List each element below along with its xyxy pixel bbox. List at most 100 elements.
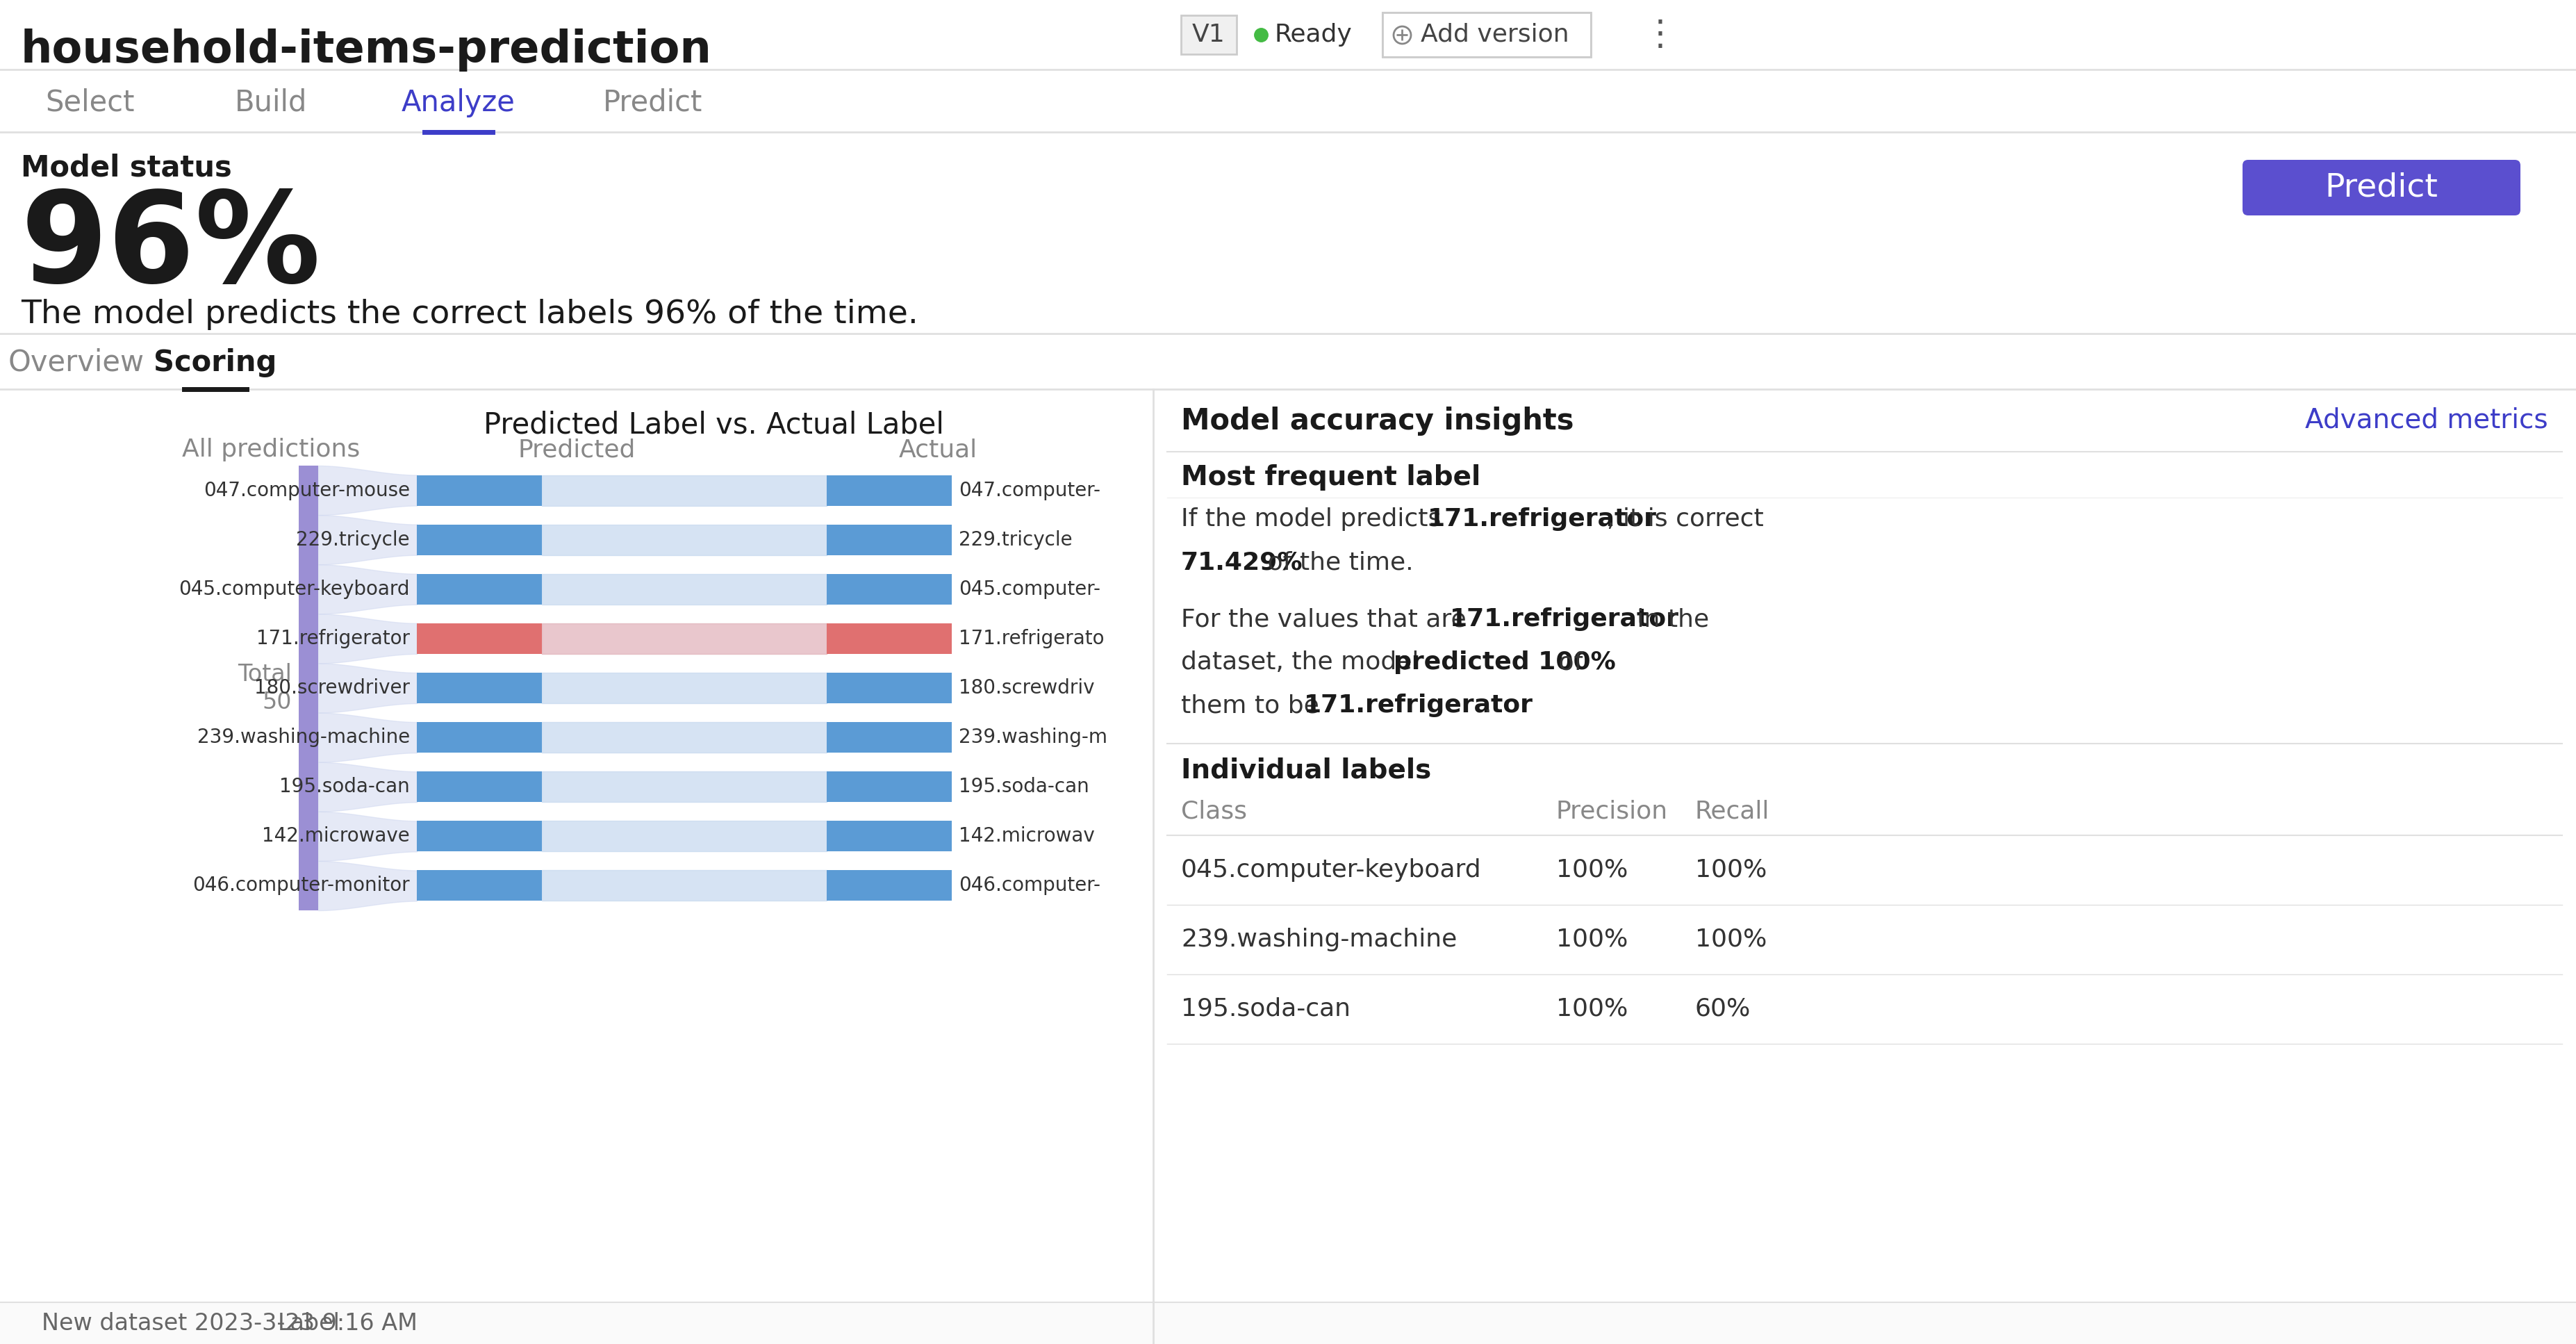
Bar <box>827 672 951 703</box>
Text: Most frequent label: Most frequent label <box>1180 464 1481 491</box>
Text: 239.washing-machine: 239.washing-machine <box>1180 927 1458 952</box>
Bar <box>417 672 541 703</box>
Text: 047.computer-mouse: 047.computer-mouse <box>204 481 410 500</box>
Bar <box>1383 12 1592 56</box>
Text: 50: 50 <box>263 691 291 714</box>
Bar <box>417 624 541 655</box>
Text: 239.washing-m: 239.washing-m <box>958 727 1108 747</box>
Text: If the model predicts: If the model predicts <box>1180 507 1450 531</box>
Text: 195.soda-can: 195.soda-can <box>278 777 410 797</box>
Text: Actual: Actual <box>899 438 976 461</box>
Text: 180.screwdriver: 180.screwdriver <box>255 679 410 698</box>
Bar <box>827 474 951 505</box>
Bar <box>299 465 319 910</box>
Text: 045.computer-keyboard: 045.computer-keyboard <box>1180 859 1481 882</box>
Text: V1: V1 <box>1193 23 1226 47</box>
Text: 195.soda-can: 195.soda-can <box>958 777 1090 797</box>
Text: 046.computer-: 046.computer- <box>958 876 1100 895</box>
Text: 171.refrigerator: 171.refrigerator <box>1303 694 1533 718</box>
Bar <box>417 821 541 852</box>
Text: 100%: 100% <box>1695 859 1767 882</box>
Text: 100%: 100% <box>1556 859 1628 882</box>
Bar <box>827 624 951 655</box>
Text: of: of <box>1551 650 1582 675</box>
Bar <box>0 0 2576 70</box>
Bar <box>827 524 951 555</box>
Text: of the time.: of the time. <box>1260 551 1414 574</box>
Bar <box>827 821 951 852</box>
Text: Advanced metrics: Advanced metrics <box>2306 406 2548 433</box>
Bar <box>1180 15 1236 54</box>
Text: All predictions: All predictions <box>183 438 361 461</box>
Text: dataset, the model: dataset, the model <box>1180 650 1427 675</box>
Bar <box>827 771 951 802</box>
Text: For the values that are: For the values that are <box>1180 607 1473 630</box>
FancyBboxPatch shape <box>2244 160 2519 215</box>
Text: 239.washing-machine: 239.washing-machine <box>198 727 410 747</box>
Bar <box>1180 15 1236 54</box>
Text: Total: Total <box>237 663 291 685</box>
Bar <box>417 474 541 505</box>
Text: Recall: Recall <box>1695 800 1770 823</box>
Text: Overview: Overview <box>8 348 144 378</box>
Text: 71.429%: 71.429% <box>1180 551 1303 574</box>
Text: 171.refrigerator: 171.refrigerator <box>1450 607 1680 630</box>
Text: Select: Select <box>46 89 134 117</box>
Text: Predict: Predict <box>603 89 703 117</box>
Text: 045.computer-keyboard: 045.computer-keyboard <box>178 579 410 599</box>
Bar <box>1154 390 2576 1344</box>
Text: predicted 100%: predicted 100% <box>1394 650 1615 675</box>
Text: 046.computer-monitor: 046.computer-monitor <box>193 876 410 895</box>
Text: 142.microwave: 142.microwave <box>263 827 410 845</box>
Text: 171.refrigerator: 171.refrigerator <box>258 629 410 648</box>
Text: 100%: 100% <box>1556 997 1628 1021</box>
Text: ⋮: ⋮ <box>1643 17 1677 51</box>
Text: Precision: Precision <box>1556 800 1669 823</box>
Bar <box>0 70 2576 132</box>
Text: Label: Label <box>278 1312 340 1335</box>
Text: .: . <box>1484 694 1492 718</box>
Text: 195.soda-can: 195.soda-can <box>1180 997 1350 1021</box>
Text: 229.tricycle: 229.tricycle <box>296 530 410 550</box>
Text: 229.tricycle: 229.tricycle <box>958 530 1072 550</box>
Bar <box>827 871 951 900</box>
Text: Predicted: Predicted <box>518 438 636 461</box>
Text: 047.computer-: 047.computer- <box>958 481 1100 500</box>
Text: household-items-prediction: household-items-prediction <box>21 28 711 71</box>
Text: them to be: them to be <box>1180 694 1327 718</box>
Text: Add version: Add version <box>1422 23 1569 47</box>
Text: 171.refrigerato: 171.refrigerato <box>958 629 1105 648</box>
Bar <box>0 1302 2576 1344</box>
Text: 142.microwav: 142.microwav <box>958 827 1095 845</box>
Bar <box>417 871 541 900</box>
Text: Predict: Predict <box>2326 172 2437 203</box>
Text: Model status: Model status <box>21 153 232 181</box>
Bar <box>0 333 2576 390</box>
Bar <box>1383 12 1592 56</box>
Text: Class: Class <box>1180 800 1247 823</box>
Text: Predicted Label vs. Actual Label: Predicted Label vs. Actual Label <box>484 410 943 439</box>
Bar <box>417 524 541 555</box>
Text: 60%: 60% <box>1695 997 1752 1021</box>
Bar <box>417 722 541 753</box>
Text: 100%: 100% <box>1556 927 1628 952</box>
Text: New dataset 2023-3-23 9:16 AM: New dataset 2023-3-23 9:16 AM <box>41 1312 417 1335</box>
Bar <box>0 132 2576 333</box>
Bar <box>827 722 951 753</box>
Text: 171.refrigerator: 171.refrigerator <box>1427 507 1656 531</box>
Text: Model accuracy insights: Model accuracy insights <box>1180 406 1574 435</box>
Text: Scoring: Scoring <box>155 348 278 378</box>
Text: Individual labels: Individual labels <box>1180 758 1432 784</box>
Bar <box>827 574 951 605</box>
Bar <box>417 574 541 605</box>
Text: Ready: Ready <box>1275 23 1352 47</box>
Text: 100%: 100% <box>1695 927 1767 952</box>
Text: in the: in the <box>1628 607 1708 630</box>
Text: Build: Build <box>234 89 307 117</box>
Text: , it is correct: , it is correct <box>1607 507 1765 531</box>
Text: The model predicts the correct labels 96% of the time.: The model predicts the correct labels 96… <box>21 298 917 331</box>
Text: Analyze: Analyze <box>402 89 515 117</box>
Text: 180.screwdriv: 180.screwdriv <box>958 679 1095 698</box>
Bar <box>417 771 541 802</box>
Text: 96%: 96% <box>21 187 322 309</box>
